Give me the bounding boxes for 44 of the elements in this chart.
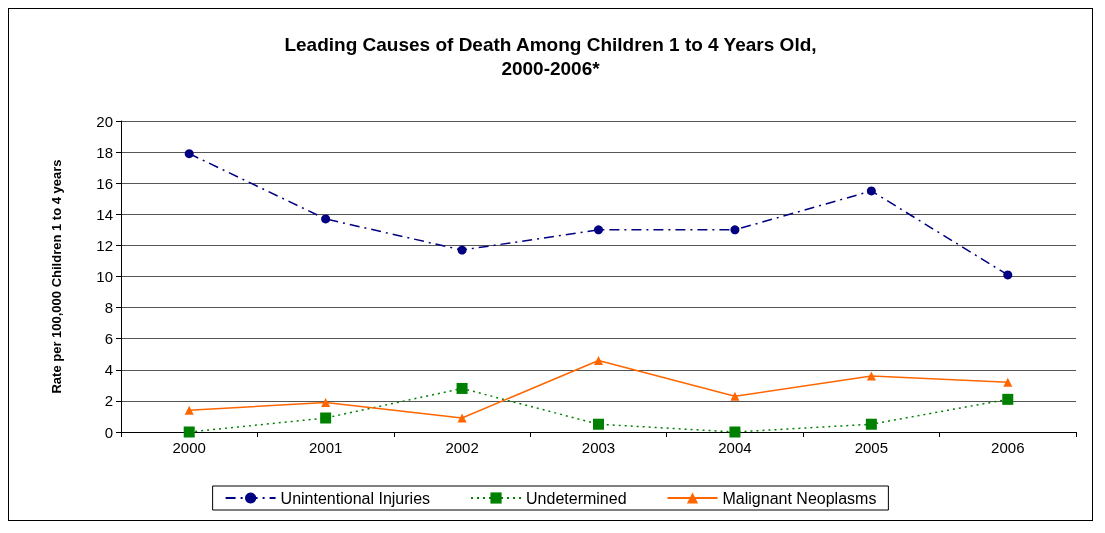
x-tick-label: 2000	[172, 439, 206, 456]
y-axis-title: Rate per 100,000 Children 1 to 4 years	[49, 159, 64, 394]
point	[865, 418, 877, 430]
legend-label: Undetermined	[526, 489, 627, 507]
point	[730, 225, 740, 235]
x-tick-label: 2005	[854, 439, 889, 456]
legend-label: Malignant Neoplasms	[722, 489, 877, 507]
point	[594, 225, 603, 235]
point	[321, 214, 331, 224]
y-tick-label: 20	[96, 112, 113, 130]
point	[457, 245, 467, 255]
y-tick-label: 2	[104, 392, 113, 410]
point	[457, 413, 467, 423]
point	[183, 426, 195, 438]
point	[1003, 270, 1013, 280]
y-tick-label: 8	[104, 299, 113, 317]
chart-title: Leading Causes of Death Among Children 1 to 4 Years Old, 2000-2006*	[284, 33, 817, 79]
y-tick-label: 14	[96, 205, 113, 223]
y-tick-label: 16	[96, 174, 113, 192]
point	[730, 391, 740, 401]
point	[320, 412, 332, 424]
y-tick-label: 4	[104, 361, 113, 379]
point	[184, 149, 194, 159]
point	[456, 382, 468, 394]
point	[866, 186, 876, 196]
point	[593, 418, 604, 430]
y-tick-label: 18	[96, 143, 113, 161]
point	[866, 371, 876, 381]
x-tick-label: 2002	[445, 439, 479, 456]
point	[184, 405, 194, 415]
y-tick-label: 10	[96, 268, 113, 285]
point	[1003, 377, 1013, 387]
y-tick-label: 6	[104, 330, 113, 348]
point	[321, 397, 331, 407]
x-tick-label: 2004	[718, 439, 752, 456]
point	[594, 355, 603, 365]
point	[729, 426, 741, 438]
x-tick-label: 2001	[308, 439, 343, 456]
point	[1002, 393, 1014, 405]
y-tick-label: 12	[96, 236, 113, 254]
legend-label: Unintentional Injuries	[280, 489, 431, 507]
y-tick-label: 0	[104, 423, 113, 441]
x-tick-label: 2003	[581, 439, 616, 456]
x-tick-label: 2006	[991, 439, 1025, 456]
